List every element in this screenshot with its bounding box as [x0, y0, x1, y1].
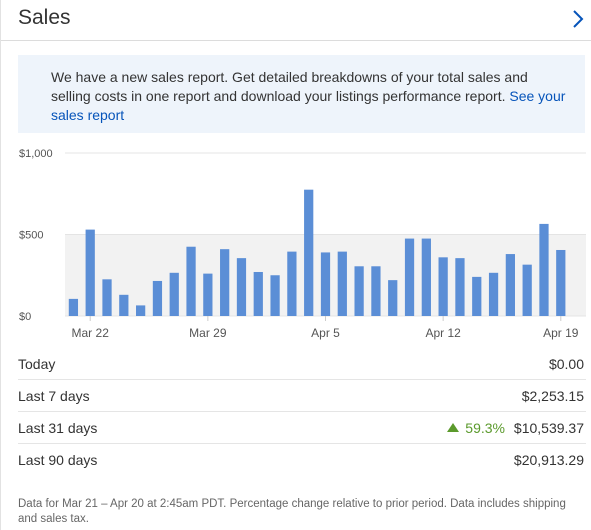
chart-bar[interactable]: [270, 275, 280, 316]
stat-value: $20,913.29: [513, 452, 584, 468]
y-tick-label: $1,000: [19, 148, 53, 160]
chart-bar[interactable]: [488, 272, 499, 316]
chart-bar[interactable]: [539, 223, 549, 316]
stat-label: Last 90 days: [18, 452, 98, 468]
chart-bar[interactable]: [304, 189, 314, 316]
chart-bar[interactable]: [404, 238, 415, 316]
card-title: Sales: [18, 6, 71, 29]
chart-bar[interactable]: [371, 266, 381, 316]
chart-bar[interactable]: [522, 264, 532, 316]
chart-bar[interactable]: [119, 294, 129, 316]
banner-text: We have a new sales report. Get detailed…: [51, 69, 528, 104]
chart-bar[interactable]: [253, 271, 263, 316]
chart-bar[interactable]: [556, 249, 566, 316]
info-banner: We have a new sales report. Get detailed…: [18, 55, 585, 133]
stat-row-today: Today $0.00: [18, 348, 586, 380]
stat-row-7-days: Last 7 days $2,253.15: [18, 380, 586, 412]
chart-bar[interactable]: [169, 272, 179, 316]
percent-change-value: 59.3%: [465, 420, 505, 436]
chart-bar[interactable]: [354, 266, 364, 316]
chart-bar[interactable]: [186, 246, 196, 316]
x-tick-label: Mar 22: [72, 326, 110, 340]
sales-bar-chart: $1,000 $500 $0 Mar 22 Mar 29 Apr 5 Apr 12 Apr 1…: [19, 148, 586, 340]
card-header: Sales: [1, 0, 591, 41]
sales-report-link[interactable]: See your sales report: [51, 88, 566, 123]
chart-bar[interactable]: [421, 238, 431, 316]
chart-bar[interactable]: [438, 257, 448, 316]
y-tick-label: $0: [19, 311, 31, 323]
chart-bar[interactable]: [152, 280, 163, 316]
x-tick-label: Mar 29: [189, 326, 227, 340]
stat-value: $0.00: [548, 356, 584, 372]
chart-bar[interactable]: [236, 258, 247, 316]
x-tick-label: Apr 19: [543, 326, 579, 340]
chart-bar[interactable]: [388, 280, 398, 316]
chart-bar[interactable]: [472, 276, 482, 316]
chart-bar[interactable]: [505, 254, 515, 316]
stat-row-31-days: Last 31 days 59.3% $10,539.37: [18, 412, 586, 444]
chart-bar[interactable]: [220, 249, 230, 316]
chart-bar[interactable]: [68, 298, 79, 316]
up-triangle-icon: [447, 423, 460, 432]
x-tick-label: Apr 5: [311, 326, 340, 340]
chart-bar[interactable]: [136, 305, 146, 316]
stat-row-90-days: Last 90 days $20,913.29: [18, 444, 586, 476]
stat-value: $2,253.15: [521, 388, 584, 404]
percent-change: 59.3%: [447, 420, 505, 436]
chart-bar[interactable]: [287, 251, 297, 316]
chevron-right-icon[interactable]: [571, 8, 585, 30]
stat-label: Today: [18, 356, 56, 372]
chart-bar[interactable]: [203, 273, 213, 316]
chart-bar[interactable]: [455, 258, 465, 316]
stat-label: Last 7 days: [18, 388, 90, 404]
x-tick-label: Apr 12: [425, 326, 461, 340]
chart-bar[interactable]: [320, 252, 331, 316]
y-tick-label: $500: [19, 230, 43, 242]
chart-bar[interactable]: [102, 279, 112, 316]
chart-bar[interactable]: [337, 251, 347, 316]
stat-value: $10,539.37: [513, 420, 584, 436]
chart-bar[interactable]: [85, 229, 95, 316]
data-footnote: Data for Mar 21 – Apr 20 at 2:45am PDT. …: [18, 498, 566, 525]
stat-label: Last 31 days: [18, 420, 98, 436]
